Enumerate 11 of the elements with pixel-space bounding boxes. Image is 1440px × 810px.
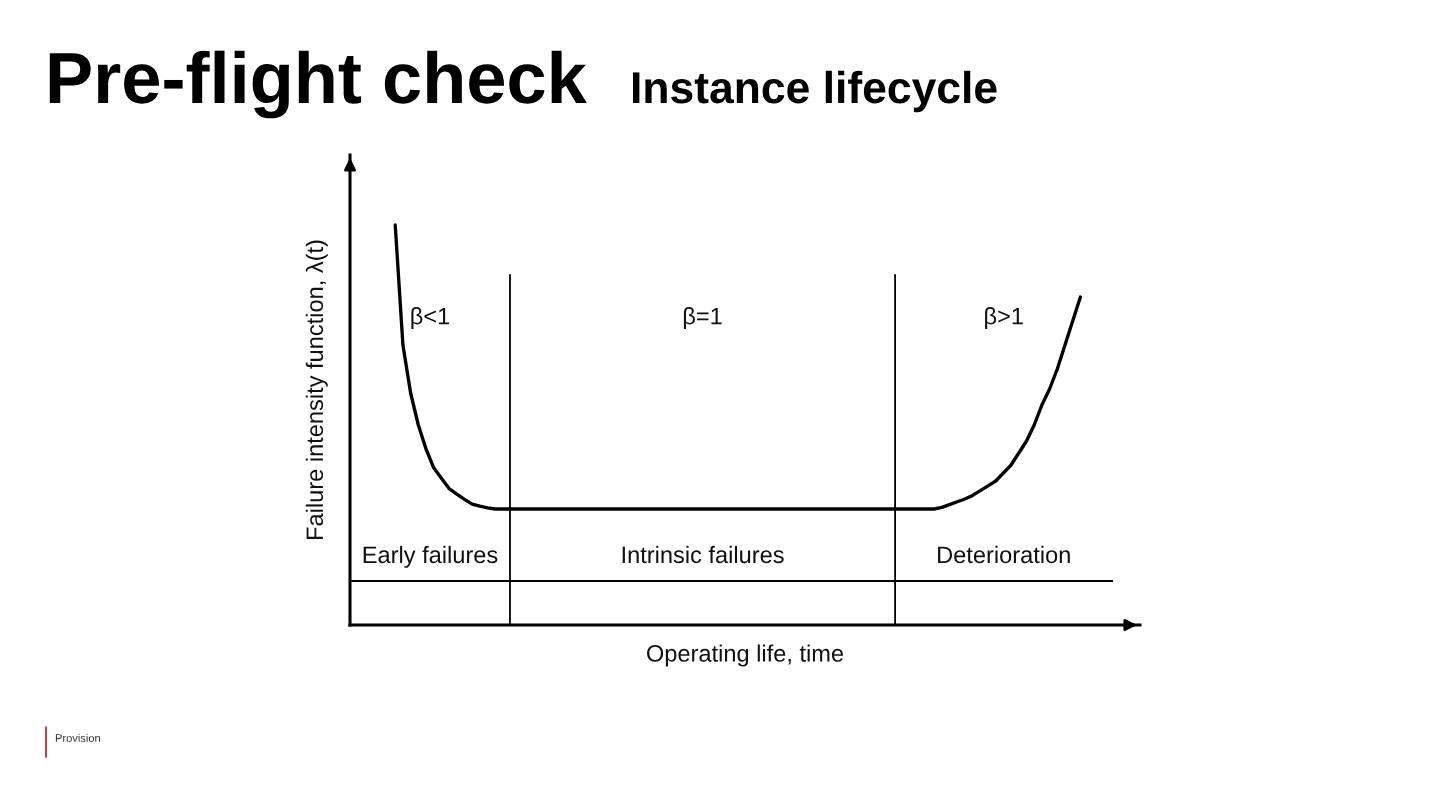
- chart-title: Pre-flight check: [49, 50, 587, 119]
- x-axis-title: Operating life, time: [647, 644, 844, 667]
- annotation: β<1: [411, 307, 450, 330]
- annotation: β=1: [683, 307, 722, 330]
- annotation: β>1: [985, 307, 1023, 330]
- y-axis-title: Failure intensity function, λ(t): [305, 240, 328, 539]
- text: Provision: [55, 733, 100, 742]
- annotation: Intrinsic failures: [622, 545, 784, 564]
- annotation: Deterioration: [938, 545, 1070, 564]
- annotation: Early failures: [363, 545, 498, 568]
- chart-subtitle: Instance lifecycle: [632, 70, 997, 113]
